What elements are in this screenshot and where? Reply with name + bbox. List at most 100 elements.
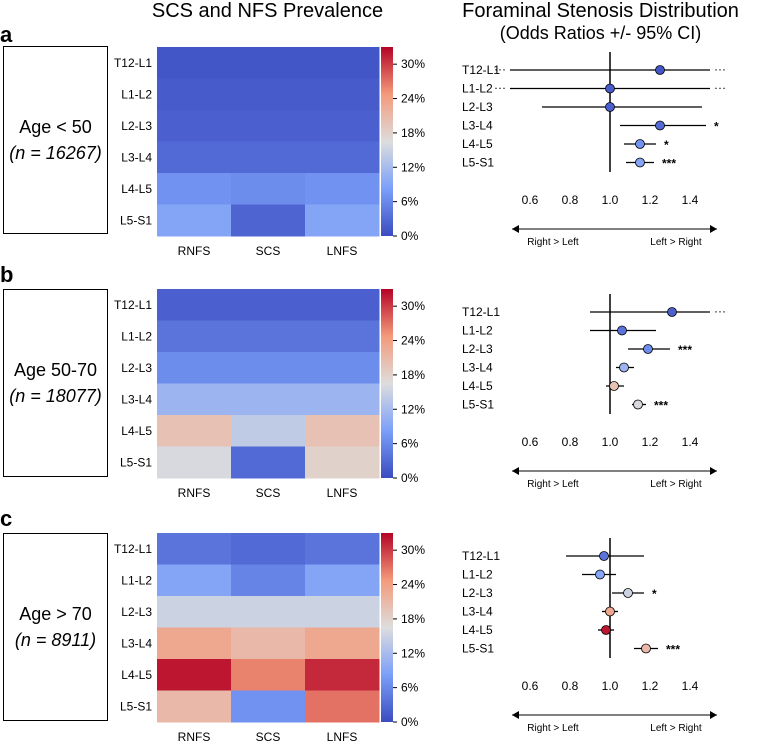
colorbar-tick-label: 24% bbox=[401, 92, 425, 106]
colorbar bbox=[381, 289, 393, 478]
heatmap-cell bbox=[305, 352, 380, 384]
x-tick-label: 0.6 bbox=[522, 679, 539, 693]
level-label: L1-L2 bbox=[462, 324, 493, 338]
heatmap-cell bbox=[157, 141, 232, 174]
odds-ratio-point bbox=[605, 606, 615, 617]
heatmap-cell bbox=[157, 320, 232, 353]
row-label: T12-L1 bbox=[114, 298, 152, 312]
heatmap-cell bbox=[231, 141, 306, 174]
heatmap-cell bbox=[231, 78, 306, 111]
column-label: RNFS bbox=[178, 730, 211, 741]
odds-ratio-point bbox=[655, 65, 665, 75]
colorbar-tick-label: 6% bbox=[401, 195, 419, 209]
colorbar bbox=[381, 533, 393, 722]
heatmap-cell bbox=[305, 533, 380, 565]
row-label: L1-L2 bbox=[121, 329, 152, 343]
heatmap-cell bbox=[231, 110, 306, 142]
heatmap-cell bbox=[305, 47, 380, 79]
odds-ratio-point bbox=[643, 344, 653, 354]
x-tick-label: 0.6 bbox=[522, 435, 539, 449]
heatmap-cell bbox=[231, 446, 306, 479]
age-box-a: Age < 50 (n = 16267) bbox=[3, 46, 108, 234]
heatmap-cell bbox=[231, 173, 306, 205]
heatmap-cell bbox=[305, 204, 380, 237]
colorbar-tick-label: 12% bbox=[401, 160, 425, 174]
heatmap-cell bbox=[231, 320, 306, 353]
level-label: L4-L5 bbox=[462, 623, 493, 637]
row-label: L2-L3 bbox=[121, 361, 152, 375]
odds-ratio-point bbox=[601, 625, 611, 635]
odds-ratio-point bbox=[667, 307, 677, 317]
direction-label-right: Left > Right bbox=[650, 237, 702, 248]
heatmap-cell bbox=[305, 627, 380, 660]
colorbar-tick-label: 6% bbox=[401, 437, 419, 451]
arrow-head-left bbox=[512, 467, 519, 475]
truncation-marker: ··· bbox=[714, 304, 726, 318]
arrow-head-right bbox=[710, 225, 717, 233]
x-tick-label: 1.2 bbox=[642, 193, 659, 207]
heatmap-cell bbox=[157, 173, 232, 205]
row-label: L5-S1 bbox=[120, 455, 152, 469]
heatmap-cell bbox=[157, 204, 232, 237]
x-tick-label: 1.4 bbox=[682, 679, 699, 693]
forest-title-line1: Foraminal Stenosis Distribution bbox=[462, 0, 739, 22]
heatmap-cell bbox=[305, 289, 380, 321]
level-label: L3-L4 bbox=[462, 361, 493, 375]
heatmap-cell bbox=[231, 289, 306, 321]
level-label: T12-L1 bbox=[462, 305, 500, 319]
level-label: L2-L3 bbox=[462, 586, 493, 600]
level-label: L4-L5 bbox=[462, 137, 493, 151]
row-label: L2-L3 bbox=[121, 119, 152, 133]
level-label: L1-L2 bbox=[462, 82, 493, 96]
level-label: T12-L1 bbox=[462, 63, 500, 77]
heatmap-cell bbox=[305, 690, 380, 723]
truncation-marker: ··· bbox=[714, 81, 726, 95]
direction-label-left: Right > Left bbox=[527, 723, 579, 734]
level-label: L1-L2 bbox=[462, 568, 493, 582]
heatmap-cell bbox=[157, 690, 232, 723]
level-label: L3-L4 bbox=[462, 119, 493, 133]
significance-marker: *** bbox=[678, 343, 692, 357]
column-label: LNFS bbox=[327, 244, 358, 258]
colorbar-tick-label: 0% bbox=[401, 471, 419, 485]
heatmap-cell bbox=[157, 596, 232, 628]
heatmap-cell bbox=[157, 110, 232, 142]
heatmap-cell bbox=[231, 204, 306, 237]
heatmap-cell bbox=[157, 659, 232, 691]
heatmap-cell bbox=[231, 352, 306, 384]
heatmap-cell bbox=[305, 173, 380, 205]
row-label: L1-L2 bbox=[121, 87, 152, 101]
heatmap-cell bbox=[157, 564, 232, 597]
level-label: L2-L3 bbox=[462, 100, 493, 114]
row-label: T12-L1 bbox=[114, 56, 152, 70]
colorbar-tick-label: 0% bbox=[401, 715, 419, 729]
heatmap-title: SCS and NFS Prevalence bbox=[151, 0, 384, 22]
column-label: RNFS bbox=[178, 486, 211, 500]
column-label: SCS bbox=[256, 244, 281, 258]
odds-ratio-point bbox=[599, 551, 609, 561]
level-label: L5-S1 bbox=[462, 398, 494, 412]
age-label: Age > 70 bbox=[19, 604, 92, 624]
colorbar-tick-label: 18% bbox=[401, 126, 425, 140]
level-label: L4-L5 bbox=[462, 379, 493, 393]
row-label: L1-L2 bbox=[121, 573, 152, 587]
x-tick-label: 1.4 bbox=[682, 193, 699, 207]
heatmap-cell bbox=[231, 383, 306, 416]
age-box-b: Age 50-70 (n = 18077) bbox=[3, 289, 108, 477]
panel-letter-a: a bbox=[0, 22, 13, 47]
colorbar-tick-label: 0% bbox=[401, 229, 419, 243]
heatmap-cell bbox=[231, 659, 306, 691]
column-label: LNFS bbox=[327, 730, 358, 741]
direction-label-right: Left > Right bbox=[650, 723, 702, 734]
colorbar-tick-label: 24% bbox=[401, 578, 425, 592]
heatmap-cell bbox=[231, 415, 306, 447]
significance-marker: * bbox=[714, 120, 719, 134]
significance-marker: *** bbox=[666, 643, 680, 657]
heatmap-cell bbox=[305, 446, 380, 479]
odds-ratio-point bbox=[595, 569, 605, 580]
forest-title: Foraminal Stenosis Distribution (Odds Ra… bbox=[440, 0, 761, 44]
heatmap-cell bbox=[157, 289, 232, 321]
row-label: L5-S1 bbox=[120, 213, 152, 227]
arrow-head-left bbox=[512, 711, 519, 719]
truncation-marker: ··· bbox=[494, 81, 506, 95]
